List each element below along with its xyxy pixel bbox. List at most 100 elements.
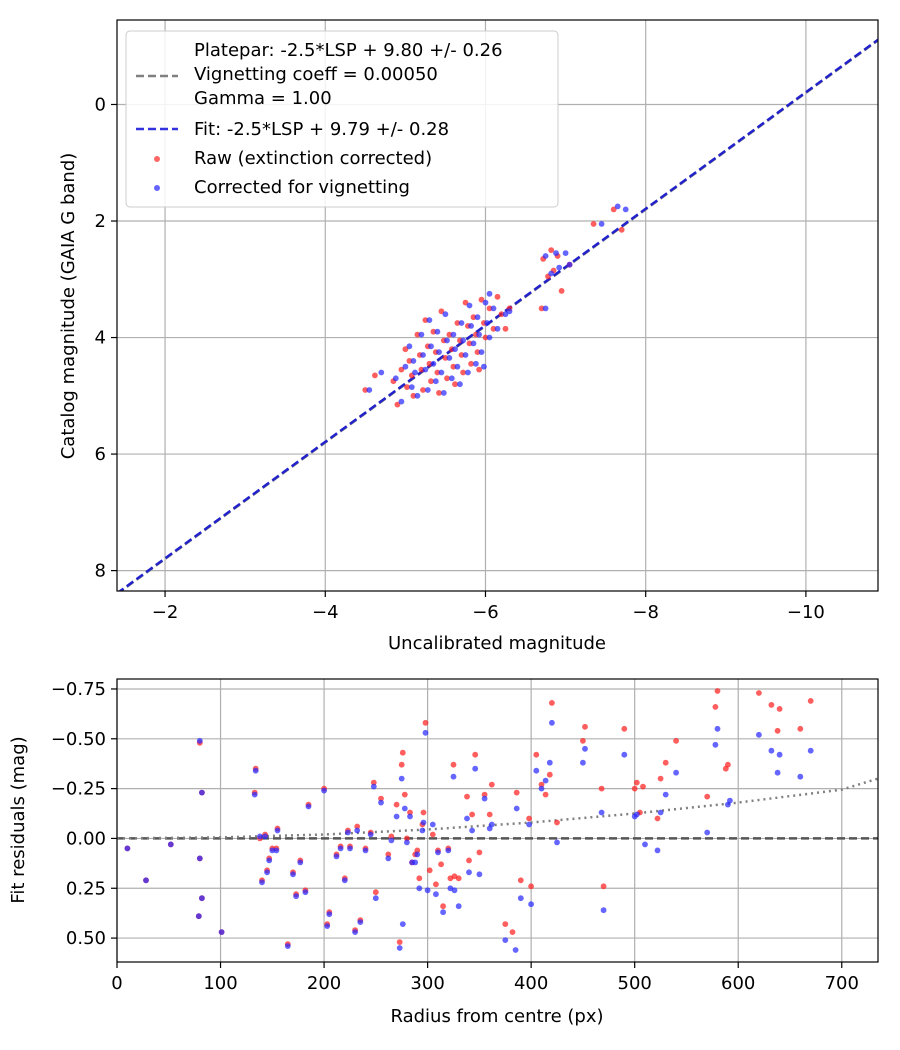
scatter-point (590, 221, 597, 227)
scatter-point (418, 366, 425, 373)
scatter-point (252, 767, 259, 774)
scatter-point (450, 363, 457, 370)
scatter-point (372, 372, 378, 379)
scatter-point (460, 369, 466, 376)
scatter-point (478, 349, 485, 355)
scatter-point (432, 378, 439, 385)
scatter-point (450, 331, 457, 338)
scatter-point (549, 719, 555, 726)
scatter-point (465, 369, 471, 376)
scatter-point (458, 320, 465, 326)
scatter-point (264, 869, 270, 876)
scatter-point (321, 787, 327, 794)
y-tick-label: 4 (95, 328, 106, 349)
scatter-point (533, 751, 540, 758)
x-tick-label: 700 (825, 973, 859, 994)
scatter-point (393, 801, 400, 808)
scatter-point (378, 795, 384, 802)
scatter-point (657, 775, 664, 782)
scatter-point (372, 895, 379, 902)
scatter-point (398, 775, 405, 782)
scatter-point (633, 811, 640, 818)
top-fit-lines (118, 38, 878, 591)
scatter-point (486, 305, 493, 312)
scatter-point (776, 706, 783, 712)
scatter-point (598, 785, 605, 792)
scatter-point (600, 907, 607, 914)
scatter-point (622, 206, 629, 213)
y-tick-label: 6 (95, 444, 106, 465)
scatter-point (481, 795, 488, 802)
residuals-plot: 0 100 200 300 400 500 600 700 0.50 0.25 0.00 −0.25… (8, 678, 879, 1027)
scatter-point (464, 793, 470, 800)
scatter-point (562, 250, 569, 256)
scatter-point (414, 851, 421, 858)
scatter-point (324, 923, 331, 929)
scatter-point (476, 871, 483, 878)
top-axes-frame (116, 19, 879, 592)
scatter-point (474, 314, 481, 321)
scatter-point (357, 919, 364, 925)
scatter-point (598, 221, 605, 227)
scatter-point (546, 771, 553, 778)
scatter-point (412, 369, 418, 376)
scatter-point (538, 781, 545, 788)
scatter-point (466, 302, 473, 309)
scatter-point (435, 849, 441, 856)
legend-red-dot-swatch (154, 156, 160, 162)
scatter-point (392, 375, 399, 382)
scatter-point (196, 737, 203, 744)
scatter-point (262, 833, 268, 840)
legend-entry-vignetting: Vignetting coeff = 0.00050 (194, 64, 438, 85)
top-x-ticks: −2 −4 −6 −8 −10 (152, 591, 825, 623)
scatter-point (502, 921, 509, 927)
y-tick-label: 0.50 (66, 928, 106, 949)
scatter-point (416, 885, 423, 892)
scatter-point (402, 346, 409, 353)
scatter-point (434, 369, 441, 376)
scatter-point (428, 343, 434, 350)
top-y-axis-label: Catalog magnitude (GAIA G band) (58, 153, 79, 460)
scatter-point (438, 369, 445, 376)
scatter-point (466, 340, 473, 347)
scatter-point (554, 819, 560, 826)
scatter-point (462, 299, 469, 306)
scatter-point (457, 381, 463, 388)
scatter-point (406, 343, 413, 350)
scatter-point (424, 387, 431, 393)
scatter-point (807, 698, 814, 704)
scatter-point (396, 939, 403, 945)
scatter-point (440, 909, 446, 916)
scatter-point (513, 805, 520, 812)
scatter-point (704, 829, 711, 836)
x-tick-label: 500 (618, 973, 652, 994)
scatter-point (408, 384, 415, 390)
scatter-point (548, 270, 555, 277)
scatter-point (290, 871, 296, 878)
scatter-point (333, 853, 340, 860)
legend-entry-raw: Raw (extinction corrected) (194, 148, 432, 169)
scatter-point (422, 366, 429, 373)
scatter-point (438, 308, 445, 315)
scatter-point (509, 929, 516, 935)
scatter-point (554, 839, 560, 846)
scatter-point (476, 331, 482, 338)
scatter-point (297, 859, 304, 866)
scatter-point (614, 203, 621, 210)
legend-entry-fit: Fit: -2.5*LSP + 9.79 +/- 0.28 (194, 119, 449, 140)
scatter-point (558, 288, 565, 294)
scatter-point (807, 747, 814, 754)
scatter-point (440, 903, 446, 910)
scatter-point (420, 387, 426, 393)
scatter-point (704, 793, 711, 800)
scatter-point (341, 877, 348, 884)
scatter-point (438, 861, 444, 868)
scatter-point (478, 296, 485, 303)
scatter-point (420, 809, 427, 816)
scatter-point (582, 723, 588, 730)
scatter-point (430, 360, 437, 367)
scatter-point (402, 363, 409, 370)
x-tick-label: 0 (111, 973, 122, 994)
scatter-point (305, 803, 312, 810)
scatter-point (404, 384, 410, 390)
